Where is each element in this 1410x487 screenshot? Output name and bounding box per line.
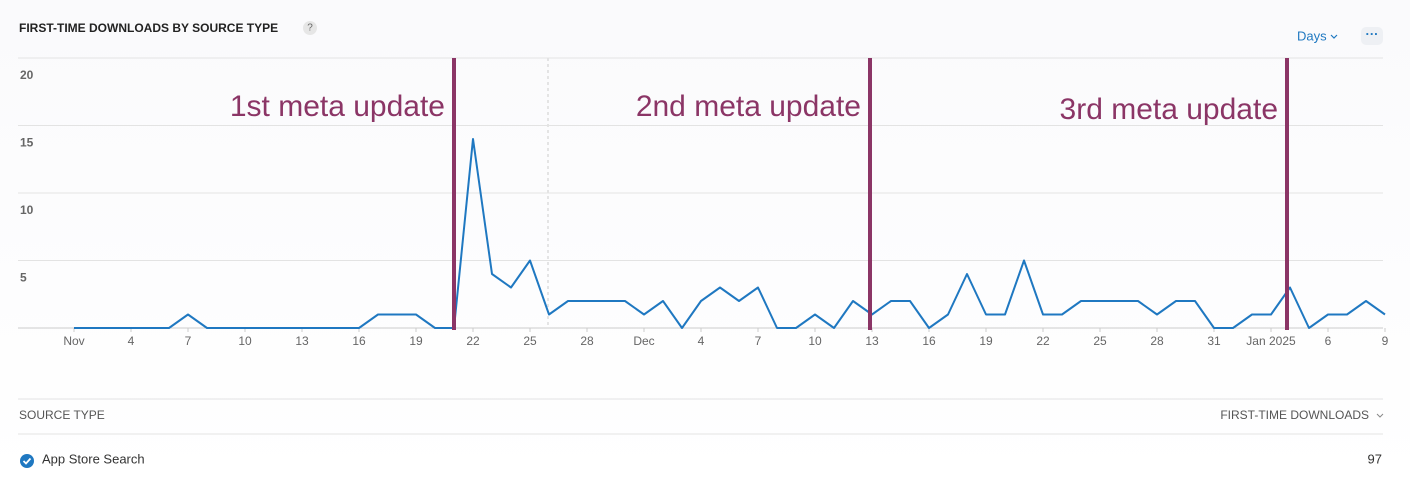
period-selector[interactable]: Days bbox=[1297, 28, 1327, 43]
annotation-text: 3rd meta update bbox=[1060, 93, 1278, 126]
x-tick-label: 7 bbox=[185, 334, 192, 348]
x-tick-label: 7 bbox=[755, 334, 762, 348]
y-tick-label: 5 bbox=[20, 271, 27, 285]
x-tick-label: Jan 2025 bbox=[1246, 334, 1296, 348]
row-label: App Store Search bbox=[42, 451, 145, 466]
x-tick-label: 19 bbox=[979, 334, 993, 348]
x-tick-label: 31 bbox=[1207, 334, 1221, 348]
x-tick-label: 4 bbox=[698, 334, 705, 348]
line-series bbox=[74, 138, 1386, 329]
x-tick-label: 16 bbox=[352, 334, 366, 348]
x-tick-label: 22 bbox=[466, 334, 480, 348]
table-header[interactable]: FIRST-TIME DOWNLOADS bbox=[1220, 408, 1369, 422]
menu-text[interactable]: ··· bbox=[1366, 26, 1379, 41]
x-tick-label: 22 bbox=[1036, 334, 1050, 348]
menu-button[interactable] bbox=[1361, 27, 1383, 45]
x-tick-label: 10 bbox=[808, 334, 822, 348]
x-tick-label: 13 bbox=[865, 334, 879, 348]
annotation-text: 2nd meta update bbox=[636, 90, 861, 123]
chart: 5 10 15 20 Nov 4 7 10 13 16 19 22 25 28 Dec 4 7 10 13 16 19 2… bbox=[18, 57, 1389, 348]
y-tick-label: 15 bbox=[20, 136, 34, 150]
x-tick-label: 28 bbox=[1150, 334, 1164, 348]
check[interactable] bbox=[22, 457, 32, 465]
checkbox[interactable] bbox=[20, 454, 34, 468]
table-header: SOURCE TYPE bbox=[19, 408, 105, 422]
x-tick-label: 9 bbox=[1382, 334, 1389, 348]
x-tick-label: 25 bbox=[1093, 334, 1107, 348]
help-icon[interactable] bbox=[303, 21, 317, 35]
period-chevron[interactable] bbox=[1330, 34, 1338, 39]
x-tick-label: 10 bbox=[238, 334, 252, 348]
row-value: 97 bbox=[1368, 451, 1382, 466]
help-text[interactable]: ? bbox=[307, 23, 313, 34]
x-tick-label: 19 bbox=[409, 334, 423, 348]
annotation-text: 1st meta update bbox=[230, 90, 445, 123]
x-tick-label: 4 bbox=[128, 334, 135, 348]
x-tick-label: Dec bbox=[633, 334, 654, 348]
y-tick-label: 20 bbox=[20, 68, 34, 82]
y-tick-label: 10 bbox=[20, 203, 34, 217]
sort-chevron[interactable] bbox=[1376, 413, 1384, 418]
x-tick-label: 13 bbox=[295, 334, 309, 348]
x-tick-label: 25 bbox=[523, 334, 537, 348]
x-tick-label: 6 bbox=[1325, 334, 1332, 348]
x-tick-label: Nov bbox=[63, 334, 84, 348]
x-tick-label: 16 bbox=[922, 334, 936, 348]
title: FIRST-TIME DOWNLOADS BY SOURCE TYPE bbox=[19, 21, 278, 35]
x-tick-label: 28 bbox=[580, 334, 594, 348]
